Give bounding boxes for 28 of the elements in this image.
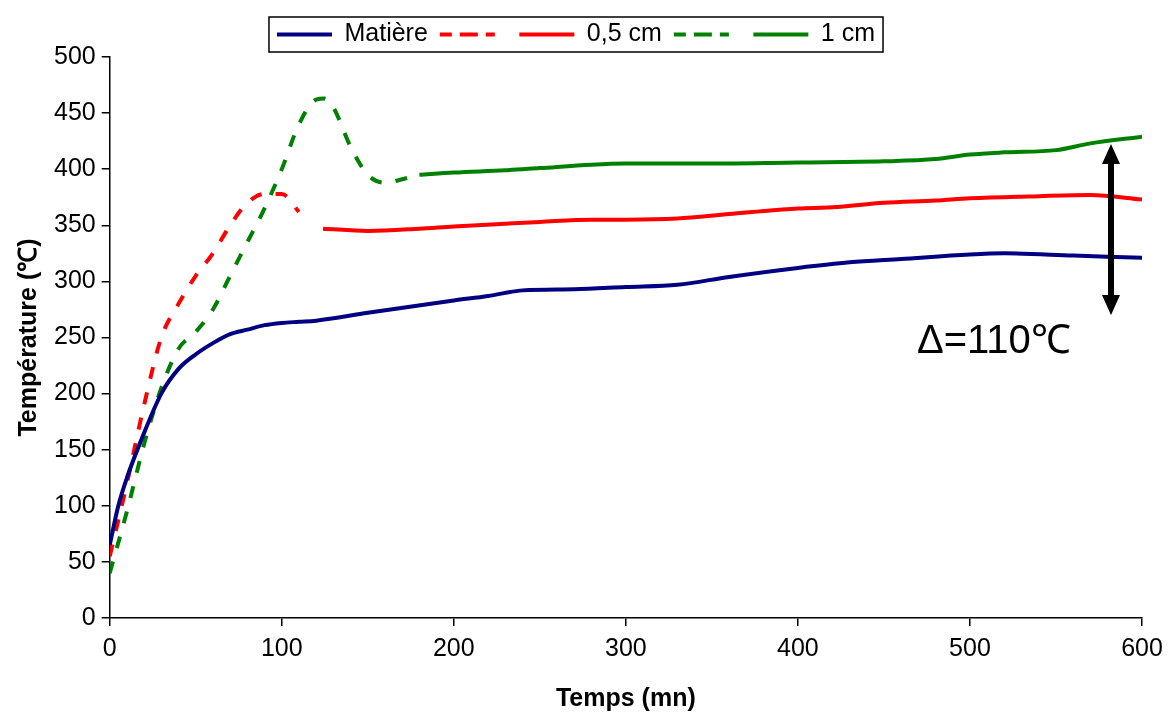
legend-label: Matière	[344, 18, 428, 47]
x-tick-label: 300	[605, 632, 647, 661]
y-tick-label: 450	[53, 96, 96, 125]
x-tick-label: 500	[949, 632, 991, 661]
x-tick-label: 400	[777, 632, 819, 661]
y-tick-label: 250	[53, 321, 96, 350]
line-series	[417, 134, 1142, 177]
y-tick-label: 0	[81, 601, 96, 630]
annotation: Δ=110℃	[917, 317, 1071, 362]
x-tick-label: 600	[1121, 632, 1163, 661]
y-tick-label: 300	[53, 265, 96, 294]
line-series	[109, 191, 301, 559]
x-tick-label: 100	[260, 632, 303, 661]
y-tick-label: 100	[53, 489, 96, 518]
legend-label: 1 cm	[820, 18, 876, 47]
y-tick-label: 500	[53, 40, 96, 69]
y-tick-label: 400	[53, 153, 96, 182]
y-tick-label: 150	[53, 433, 96, 462]
y-tick-label: 350	[53, 209, 96, 238]
line-series	[109, 251, 1142, 548]
x-tick-label: 0	[102, 632, 117, 661]
legend-label: 0,5 cm	[586, 18, 662, 47]
x-tick-label: 200	[432, 632, 475, 661]
y-tick-label: 50	[67, 545, 96, 574]
line-series	[321, 193, 1142, 233]
y-tick-label: 200	[53, 377, 96, 406]
x-axis-title: Temps (mn)	[555, 682, 696, 711]
y-axis-title: Température (℃)	[12, 238, 41, 437]
